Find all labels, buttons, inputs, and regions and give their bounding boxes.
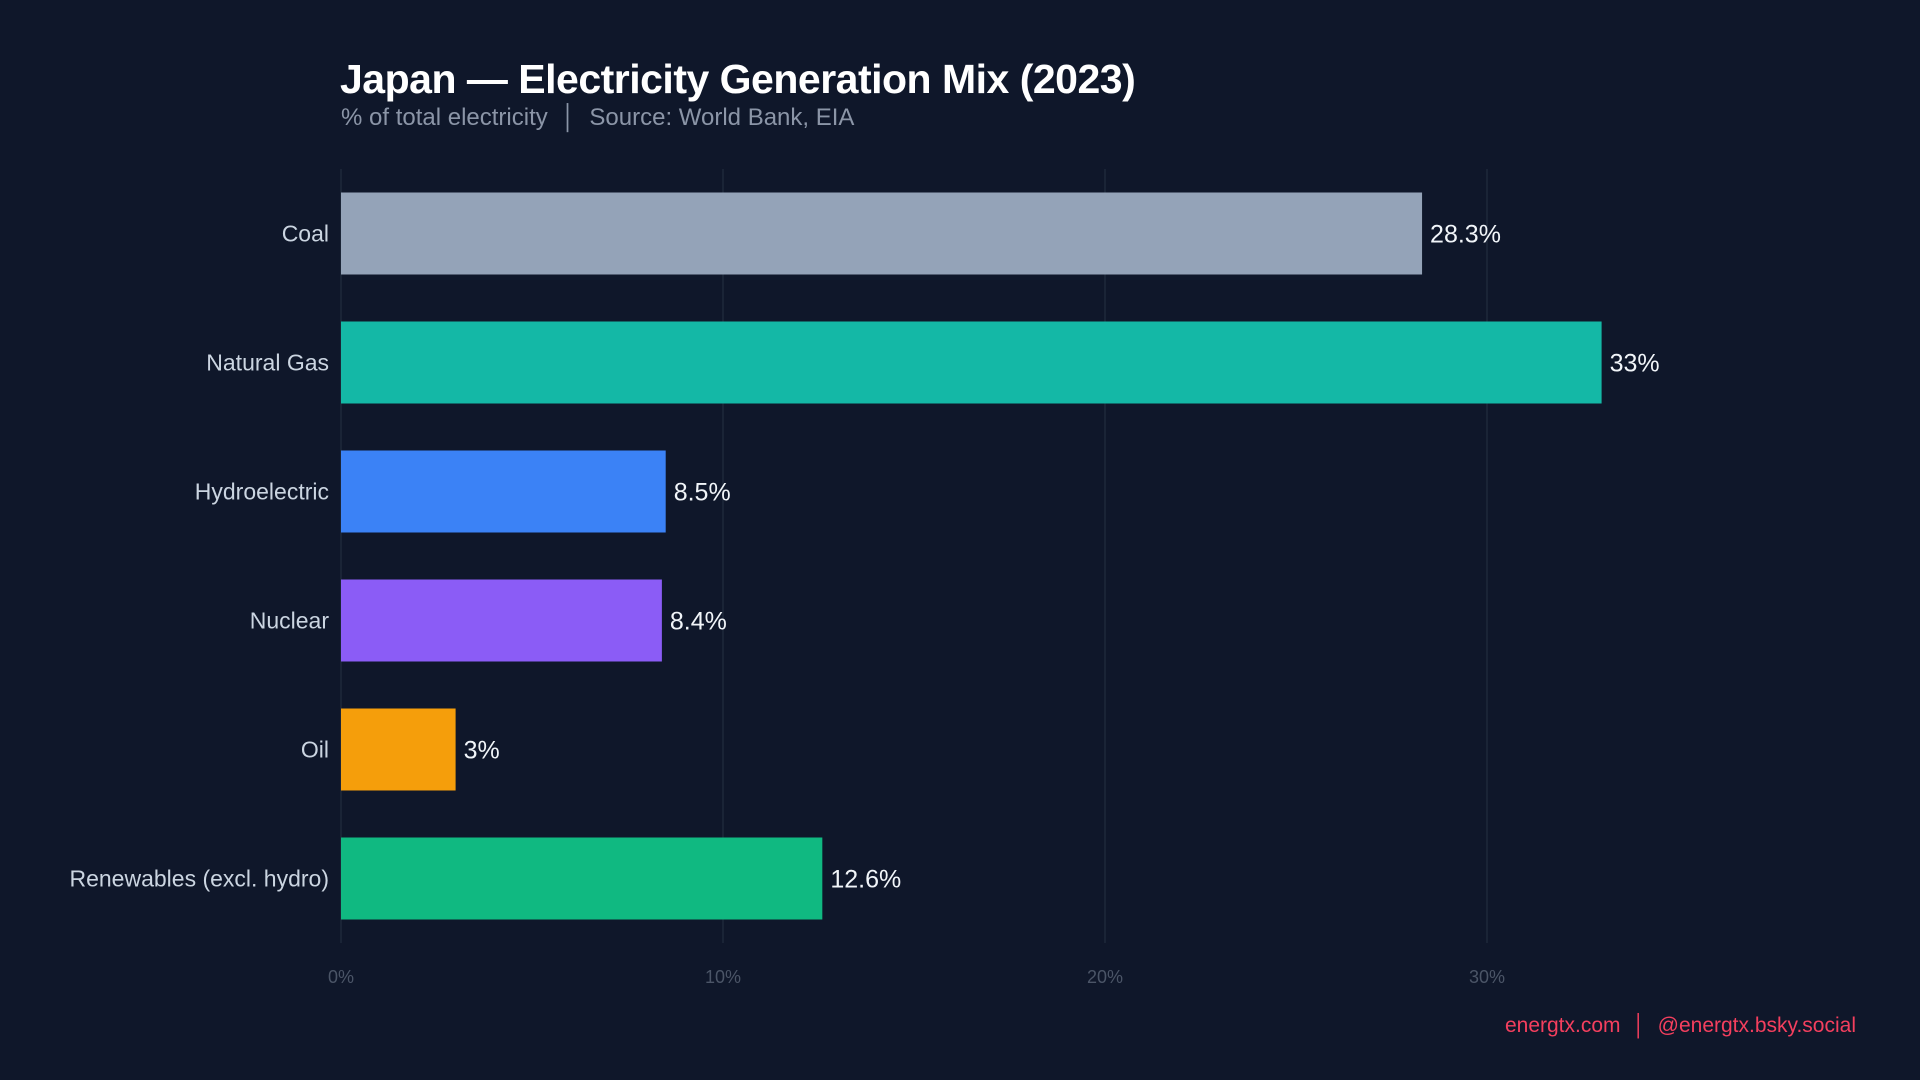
gridlines — [340, 169, 1488, 943]
bar — [341, 708, 456, 791]
value-label: 28.3% — [1430, 221, 1501, 249]
category-label: Coal — [282, 221, 329, 247]
category-label: Hydroelectric — [195, 479, 329, 505]
bar — [341, 192, 1423, 275]
category-label: Renewables (excl. hydro) — [69, 866, 329, 892]
footer-social-link[interactable]: @energtx.bsky.social — [1657, 1014, 1856, 1037]
footer-site-link[interactable]: energtx.com — [1504, 1014, 1621, 1037]
bar — [341, 450, 666, 533]
bar — [341, 321, 1602, 404]
x-tick-label: 10% — [705, 967, 741, 987]
x-tick-label: 0% — [328, 967, 354, 987]
chart-subtitle: % of total electricity │ Source: World B… — [341, 104, 855, 131]
category-label: Oil — [301, 737, 329, 763]
labels: 0% 10% 20% 30% Coal 28.3% Natural Gas 33% Hydroe… — [69, 221, 1659, 988]
x-tick-label: 30% — [1469, 967, 1505, 987]
bar — [341, 837, 823, 920]
category-label: Natural Gas — [206, 350, 329, 376]
footer: energtx.com │ @energtx.bsky.social — [1505, 1014, 1856, 1038]
value-label: 8.4% — [670, 608, 727, 636]
footer-separator: │ — [1632, 1014, 1646, 1037]
bars — [341, 192, 1602, 920]
value-label: 3% — [464, 737, 500, 765]
x-tick-label: 20% — [1087, 967, 1123, 987]
value-label: 33% — [1610, 350, 1660, 378]
chart-title: Japan — Electricity Generation Mix (2023… — [340, 56, 1136, 102]
category-label: Nuclear — [250, 608, 330, 634]
value-label: 12.6% — [830, 866, 901, 894]
value-label: 8.5% — [674, 479, 731, 507]
bar — [341, 579, 662, 662]
